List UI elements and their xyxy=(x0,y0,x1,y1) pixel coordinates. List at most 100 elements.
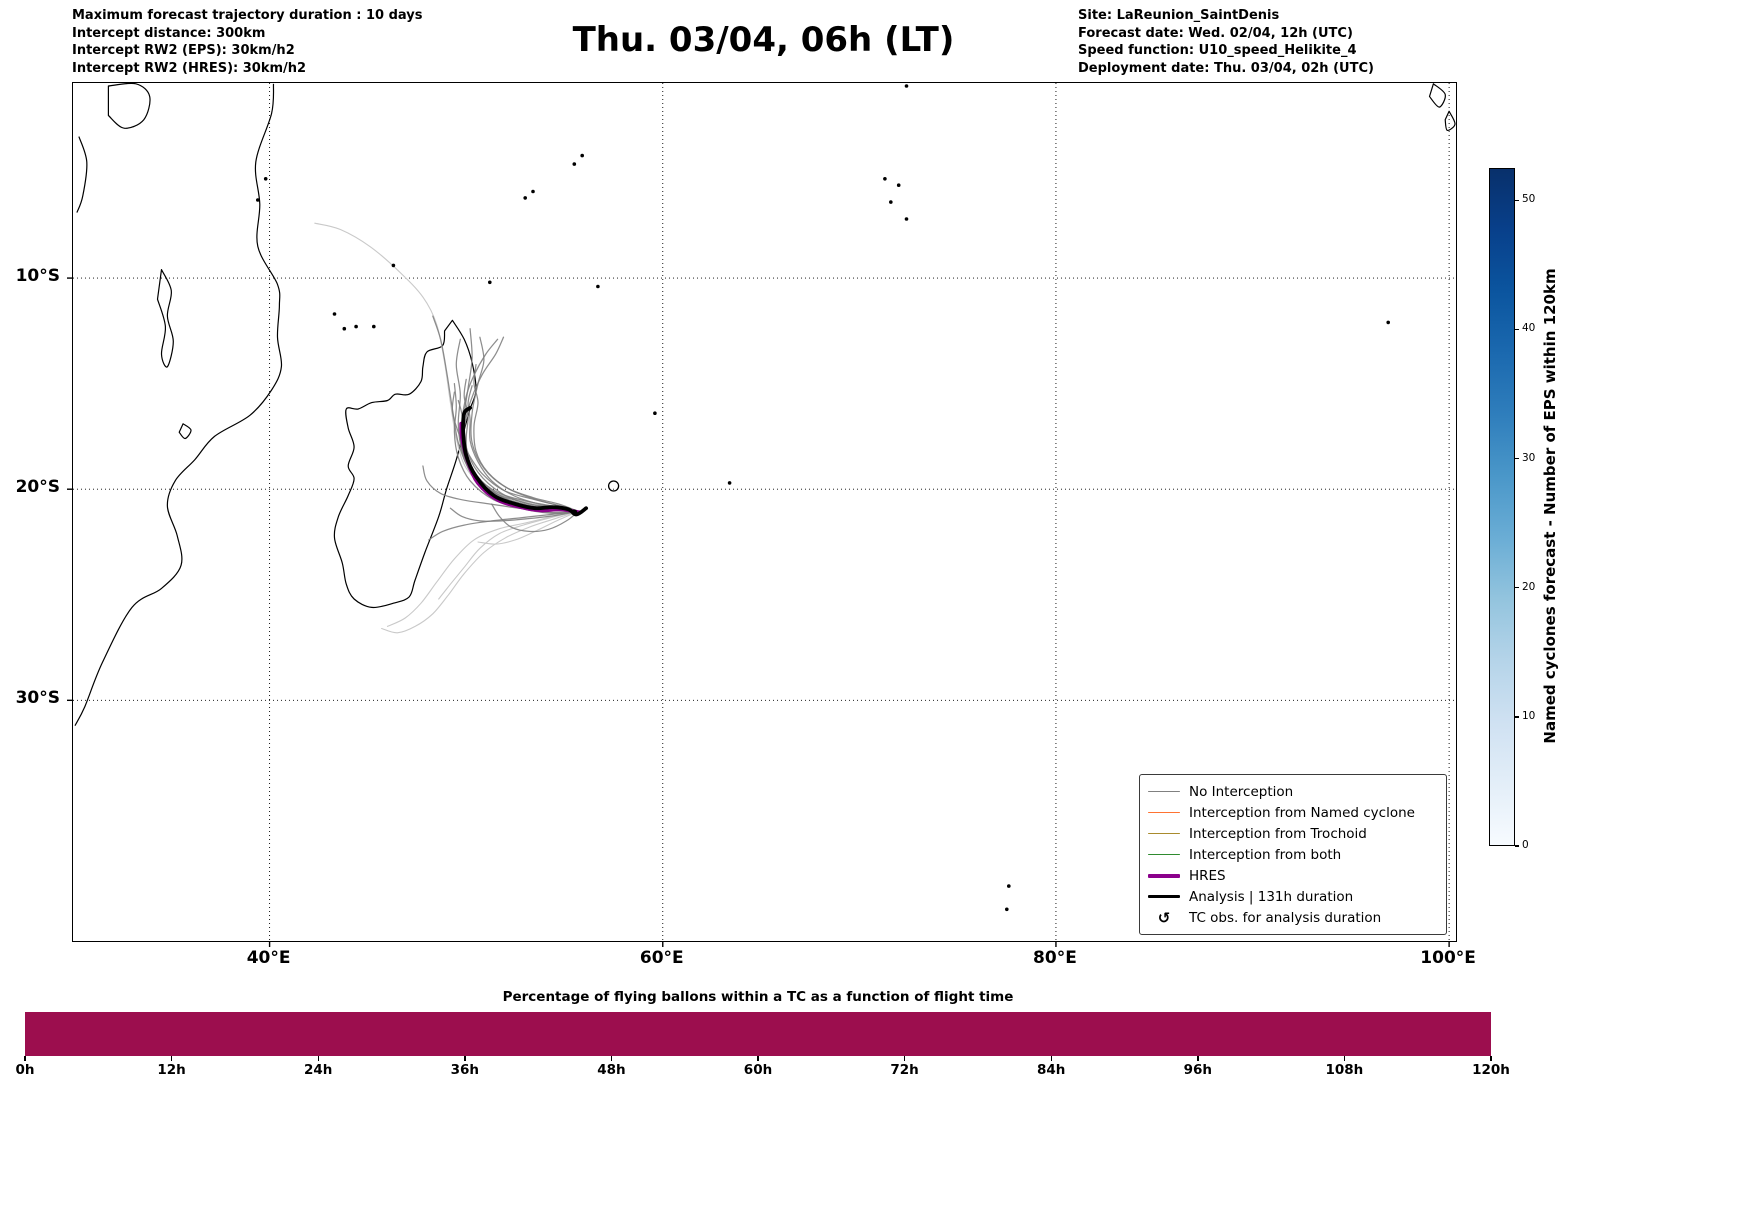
coastline-africa xyxy=(74,83,283,726)
map-svg xyxy=(67,82,1456,947)
island-dot xyxy=(596,284,600,289)
island-dot xyxy=(531,189,535,194)
island-dot xyxy=(372,324,376,329)
island-dot xyxy=(354,324,358,329)
balloon-track-ensemble xyxy=(491,503,579,533)
legend-item: Interception from Trochoid xyxy=(1148,823,1438,844)
island-dot xyxy=(1386,320,1390,325)
legend-line xyxy=(1148,790,1180,793)
colorbar-gradient xyxy=(1490,169,1514,845)
legend-item: No Interception xyxy=(1148,781,1438,802)
bottom-axis-tick-label: 48h xyxy=(597,1062,626,1078)
analysis-track xyxy=(461,406,588,517)
island-dot xyxy=(883,177,887,181)
x-tick-label: 40°E xyxy=(246,948,291,968)
bottom-axis-tick xyxy=(1050,1056,1052,1061)
coastline-lake-victoria xyxy=(107,82,151,129)
colorbar-tick xyxy=(1515,199,1519,201)
colorbar-tick xyxy=(1515,716,1519,718)
legend-line-sample xyxy=(1148,811,1180,814)
x-tick-label: 80°E xyxy=(1033,948,1077,968)
island-dot xyxy=(263,177,268,181)
coastline-madagascar xyxy=(333,319,477,609)
island-dot xyxy=(256,198,260,202)
site-line-forecast-date: Forecast date: Wed. 02/04, 12h (UTC) xyxy=(1078,25,1353,41)
island-dot xyxy=(342,326,347,331)
bottom-axis-tick-label: 96h xyxy=(1183,1062,1212,1078)
legend-label: Interception from both xyxy=(1189,846,1342,863)
island-dot xyxy=(1007,884,1011,888)
legend-line xyxy=(1148,894,1180,899)
coastline-sumatra-islet-2 xyxy=(1444,110,1456,131)
mauritius-island xyxy=(607,480,620,492)
bottom-axis-tick-label: 36h xyxy=(450,1062,479,1078)
bottom-axis-tick xyxy=(1490,1056,1492,1061)
island-dot xyxy=(904,217,909,221)
colorbar-tick xyxy=(1515,845,1519,847)
balloon-track-light xyxy=(477,510,579,545)
legend-label: Interception from Trochoid xyxy=(1189,825,1367,842)
bottom-axis-tick xyxy=(171,1056,173,1061)
map-legend: No Interception Interception from Named c… xyxy=(1139,774,1447,935)
bottom-chart-title: Percentage of flying ballons within a TC… xyxy=(502,989,1014,1005)
balloon-track-ensemble xyxy=(457,399,579,515)
bottom-axis-tick-label: 120h xyxy=(1472,1062,1510,1078)
balloon-track-ensemble xyxy=(451,391,579,513)
legend-item: Interception from both xyxy=(1148,844,1438,865)
bottom-chart-bar xyxy=(25,1012,1491,1056)
legend-item: ↺ TC obs. for analysis duration xyxy=(1148,907,1438,928)
legend-line-sample xyxy=(1148,894,1180,899)
island-dot xyxy=(488,280,492,285)
bottom-axis-tick-label: 0h xyxy=(15,1062,35,1078)
legend-line-sample xyxy=(1148,832,1180,835)
legend-item: HRES xyxy=(1148,865,1438,886)
legend-label: HRES xyxy=(1189,867,1226,884)
island-dot xyxy=(727,481,732,485)
island-dot xyxy=(571,509,578,516)
island-dot xyxy=(889,200,893,204)
tc-obs-rotate-icon: ↺ xyxy=(1157,908,1171,927)
bottom-axis-tick xyxy=(24,1056,26,1061)
trajectory-map: No Interception Interception from Named c… xyxy=(67,82,1457,947)
coastline-lake-malawi xyxy=(156,269,174,368)
balloon-track-light xyxy=(386,510,579,627)
site-line-site: Site: LaReunion_SaintDenis xyxy=(1078,8,1280,23)
legend-item: Analysis | 131h duration xyxy=(1148,886,1438,907)
coastline-lake-tanganyika xyxy=(76,136,88,213)
coastline-sumatra-islet-1 xyxy=(1428,83,1446,108)
balloon-track-light xyxy=(438,510,579,600)
bottom-axis-tick-label: 12h xyxy=(157,1062,186,1078)
colorbar-label: Named cyclones forecast - Number of EPS … xyxy=(1541,268,1559,744)
plot-title: Thu. 03/04, 06h (LT) xyxy=(572,20,955,60)
legend-line-sample xyxy=(1148,853,1180,856)
legend-label: Analysis | 131h duration xyxy=(1189,888,1354,905)
legend-label: TC obs. for analysis duration xyxy=(1189,909,1382,926)
colorbar-tick-label: 50 xyxy=(1522,193,1536,206)
legend-label: Interception from Named cyclone xyxy=(1189,804,1415,821)
bottom-axis-tick xyxy=(757,1056,759,1061)
y-tick-label: 20°S xyxy=(15,477,60,498)
legend-line xyxy=(1148,853,1180,856)
coastline-lake-chilwa xyxy=(178,423,192,440)
x-tick-label: 100°E xyxy=(1420,948,1476,968)
island-dot xyxy=(904,84,909,88)
bottom-axis-tick-label: 24h xyxy=(303,1062,333,1078)
island-dot xyxy=(572,162,577,166)
balloon-track-ensemble xyxy=(449,507,579,522)
island-dot xyxy=(332,312,337,316)
island-dot xyxy=(391,263,396,268)
colorbar-tick xyxy=(1515,587,1519,589)
island-dot xyxy=(653,411,657,416)
bottom-axis-tick-label: 60h xyxy=(743,1062,773,1078)
site-line-speed-function: Speed function: U10_speed_Helikite_4 xyxy=(1078,43,1357,58)
bottom-axis-tick xyxy=(464,1056,466,1061)
y-tick-label: 10°S xyxy=(15,266,60,287)
colorbar-tick-label: 10 xyxy=(1522,709,1536,722)
site-line-deployment-date: Deployment date: Thu. 03/04, 02h (UTC) xyxy=(1078,60,1374,76)
island-dot xyxy=(1005,907,1009,912)
legend-line-sample xyxy=(1148,873,1180,878)
param-line-rw2-eps: Intercept RW2 (EPS): 30km/h2 xyxy=(72,43,295,58)
bottom-axis-tick xyxy=(1343,1056,1346,1061)
legend-line-sample xyxy=(1148,790,1180,793)
bottom-axis-tick-label: 108h xyxy=(1325,1062,1364,1078)
